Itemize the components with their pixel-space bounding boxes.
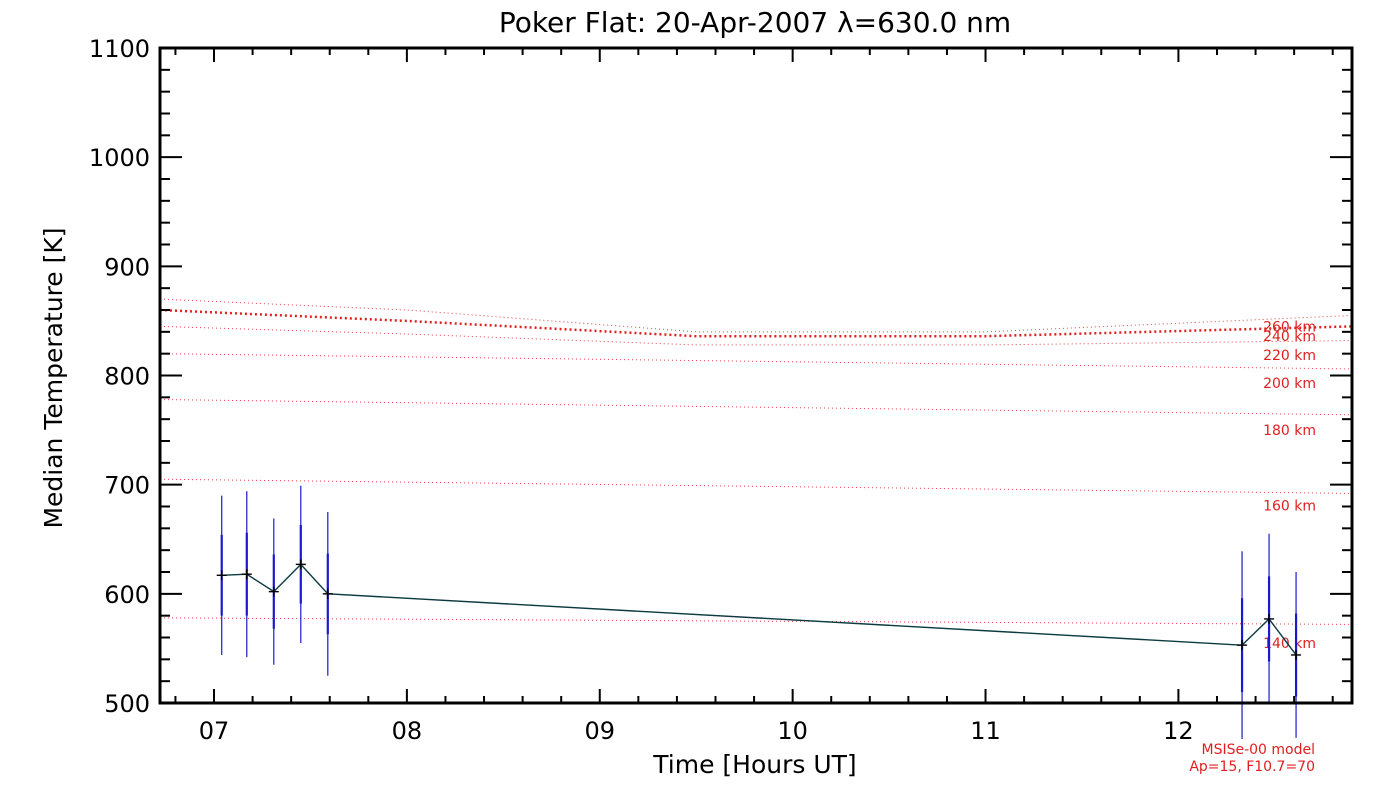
x-tick-label: 09 bbox=[584, 717, 615, 745]
y-tick-label: 500 bbox=[104, 690, 150, 718]
data-line bbox=[221, 563, 1297, 656]
y-tick-label: 600 bbox=[104, 581, 150, 609]
model-curve bbox=[159, 298, 1353, 333]
model-curve bbox=[159, 353, 1353, 370]
y-axis-label: Median Temperature [K] bbox=[39, 227, 68, 528]
model-curve-label: 140 km bbox=[1263, 636, 1316, 652]
y-tick-label: 1100 bbox=[89, 35, 150, 63]
model-curve bbox=[159, 617, 1353, 625]
x-tick-label: 10 bbox=[777, 717, 808, 745]
model-curve-label: 220 km bbox=[1263, 348, 1316, 364]
model-curve bbox=[159, 325, 1353, 346]
model-curves-layer bbox=[159, 298, 1353, 625]
x-tick-label: 11 bbox=[970, 717, 1001, 745]
model-note-line1: MSISe-00 model bbox=[1201, 742, 1315, 758]
model-curve-label: 160 km bbox=[1263, 498, 1316, 514]
axes-layer bbox=[158, 46, 1354, 705]
model-curve-label: 180 km bbox=[1263, 423, 1316, 439]
x-tick-label: 07 bbox=[199, 717, 230, 745]
x-axis-label: Time [Hours UT] bbox=[652, 750, 856, 779]
ticks-layer: 07 08 09 10 11 12 500 600 700 800 900 1000 1100 bbox=[89, 35, 1352, 745]
plot-frame bbox=[158, 46, 1354, 705]
x-tick-label: 12 bbox=[1163, 717, 1194, 745]
model-curve-label: 200 km bbox=[1263, 376, 1316, 392]
model-curve-label: 260 km bbox=[1263, 319, 1316, 335]
model-curve bbox=[159, 308, 1353, 338]
model-curve bbox=[159, 399, 1353, 416]
model-note-line2: Ap=15, F10.7=70 bbox=[1189, 759, 1315, 775]
data-series-layer bbox=[216, 485, 1302, 740]
y-tick-label: 900 bbox=[104, 253, 150, 281]
chart-title: Poker Flat: 20-Apr-2007 λ=630.0 nm bbox=[499, 6, 1011, 39]
y-tick-label: 800 bbox=[104, 363, 150, 391]
x-tick-label: 08 bbox=[392, 717, 423, 745]
model-curve bbox=[159, 478, 1353, 494]
y-tick-label: 700 bbox=[104, 472, 150, 500]
y-tick-label: 1000 bbox=[89, 144, 150, 172]
model-curve-label: 240 km bbox=[1263, 329, 1316, 345]
